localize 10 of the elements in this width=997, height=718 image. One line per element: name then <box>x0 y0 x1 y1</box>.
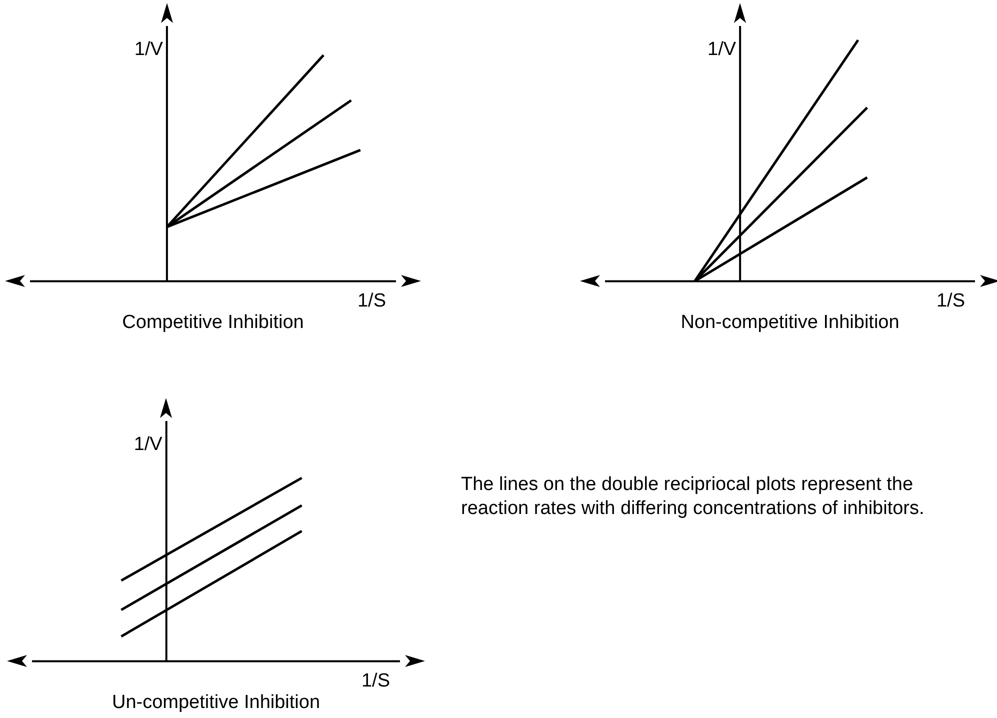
text: The lines on the double recipriocal plots represent the reaction rates with differing concentrations of inhibitors. <box>461 473 926 521</box>
y-axis-title: 1/V <box>134 39 164 60</box>
text: Non-competitive Inhibition <box>680 312 900 333</box>
x-axis-title: 1/S <box>361 670 390 692</box>
text: Un-competitive Inhibition <box>112 692 320 713</box>
y-axis-title: 1/V <box>708 39 736 60</box>
x-axis-title: 1/S <box>936 290 965 312</box>
text: Competitive Inhibition <box>122 312 304 333</box>
y-axis-title: 1/V <box>134 434 163 456</box>
x-axis-title: 1/S <box>357 290 386 312</box>
